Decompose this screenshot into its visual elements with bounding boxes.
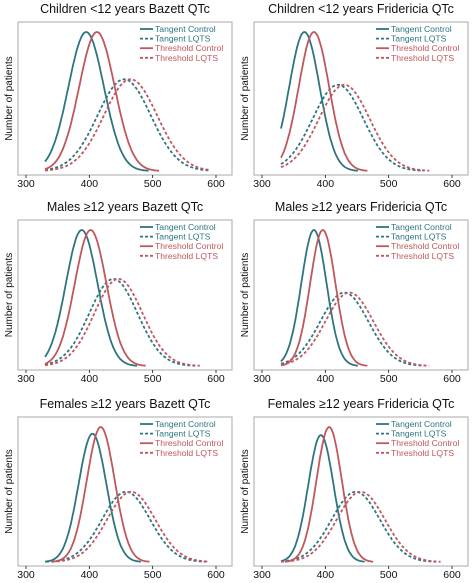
legend-entry: Tangent LQTS [155, 34, 211, 44]
legend-entry: Threshold Control [155, 241, 223, 251]
series-line [46, 490, 206, 563]
chart-panel: Females ≥12 years Bazett QTc Number of pa… [4, 397, 233, 581]
chart-title: Males ≥12 years Bazett QTc [47, 200, 203, 214]
x-tick-label: 300 [17, 373, 35, 385]
legend-entry: Tangent Control [391, 24, 452, 34]
x-tick-label: 500 [380, 373, 398, 385]
series-line [280, 31, 358, 172]
x-tick-label: 500 [144, 373, 162, 385]
series-line [44, 278, 200, 367]
x-tick-label: 600 [443, 373, 461, 385]
chart-title: Males ≥12 years Fridericia QTc [275, 200, 447, 214]
legend-entry: Threshold Control [391, 241, 459, 251]
x-tick-label: 500 [144, 569, 162, 581]
series-line [280, 83, 424, 172]
series-line [44, 78, 210, 172]
x-tick-label: 300 [253, 178, 271, 190]
series-line [44, 278, 196, 367]
series-line [51, 426, 150, 563]
legend-entry: Tangent LQTS [391, 429, 447, 439]
legend-entry: Threshold LQTS [391, 251, 454, 261]
series-line [280, 291, 430, 367]
y-axis-label: Number of patients [240, 449, 251, 534]
series-line [280, 83, 430, 172]
series-line [44, 432, 141, 563]
series-line [44, 229, 138, 367]
chart-title: Children <12 years Fridericia QTc [268, 2, 454, 16]
x-tick-label: 500 [380, 178, 398, 190]
x-tick-label: 300 [253, 373, 271, 385]
x-tick-label: 400 [81, 569, 99, 581]
legend-entry: Tangent Control [155, 222, 216, 232]
x-tick-label: 400 [81, 373, 99, 385]
legend-entry: Threshold LQTS [155, 251, 218, 261]
series-line [280, 229, 368, 367]
legend-entry: Threshold LQTS [155, 448, 218, 458]
x-tick-label: 400 [317, 373, 335, 385]
legend-entry: Tangent Control [391, 419, 452, 429]
legend-entry: Threshold LQTS [391, 53, 454, 63]
series-line [44, 31, 149, 172]
series-line [51, 490, 210, 563]
y-axis-label: Number of patients [240, 253, 251, 338]
y-axis-label: Number of patients [4, 449, 15, 534]
legend-entry: Tangent LQTS [391, 34, 447, 44]
series-line [280, 31, 368, 172]
series-line [280, 229, 358, 367]
x-tick-label: 300 [253, 569, 271, 581]
plot-frame [253, 21, 469, 176]
legend-entry: Threshold Control [155, 43, 223, 53]
chart-panel: Males ≥12 years Fridericia QTc Number of … [240, 200, 469, 385]
x-tick-label: 600 [207, 569, 225, 581]
x-tick-label: 300 [17, 178, 35, 190]
chart-panel: Males ≥12 years Bazett QTc Number of pati… [4, 200, 233, 385]
chart-panel: Children <12 years Bazett QTc Number of p… [4, 2, 233, 190]
legend-entry: Tangent LQTS [391, 232, 447, 242]
legend-entry: Threshold LQTS [391, 448, 454, 458]
chart-title: Females ≥12 years Fridericia QTc [268, 397, 455, 411]
chart-panel: Children <12 years Fridericia QTc Number … [240, 2, 469, 190]
legend-entry: Tangent Control [155, 24, 216, 34]
plot-frame [17, 416, 233, 567]
plot-frame [253, 416, 469, 567]
legend-entry: Threshold Control [155, 438, 223, 448]
x-tick-label: 400 [317, 569, 335, 581]
series-line [44, 78, 210, 172]
series-line [44, 229, 146, 367]
series-line [280, 434, 365, 563]
legend-entry: Threshold LQTS [155, 53, 218, 63]
legend-entry: Threshold Control [391, 438, 459, 448]
series-line [284, 426, 374, 563]
x-tick-label: 600 [443, 178, 461, 190]
y-axis-label: Number of patients [4, 56, 15, 141]
plot-frame [253, 219, 469, 371]
x-tick-label: 600 [207, 178, 225, 190]
chart-panel: Females ≥12 years Fridericia QTc Number o… [240, 397, 469, 581]
x-tick-label: 600 [443, 569, 461, 581]
legend-entry: Tangent LQTS [155, 232, 211, 242]
x-tick-label: 500 [380, 569, 398, 581]
legend-entry: Tangent Control [391, 222, 452, 232]
plot-frame [17, 21, 233, 176]
chart-title: Females ≥12 years Bazett QTc [40, 397, 211, 411]
x-tick-label: 500 [144, 178, 162, 190]
series-line [44, 31, 160, 172]
legend-entry: Tangent LQTS [155, 429, 211, 439]
chart-title: Children <12 years Bazett QTc [40, 2, 210, 16]
x-tick-label: 400 [317, 178, 335, 190]
y-axis-label: Number of patients [4, 253, 15, 338]
x-tick-label: 300 [17, 569, 35, 581]
x-tick-label: 400 [81, 178, 99, 190]
y-axis-label: Number of patients [240, 56, 251, 141]
plot-frame [17, 219, 233, 371]
x-tick-label: 600 [207, 373, 225, 385]
legend-entry: Threshold Control [391, 43, 459, 53]
series-line [280, 291, 425, 367]
legend-entry: Tangent Control [155, 419, 216, 429]
series-line [281, 490, 441, 563]
chart-panels: Children <12 years Bazett QTc Number of p… [4, 2, 469, 581]
